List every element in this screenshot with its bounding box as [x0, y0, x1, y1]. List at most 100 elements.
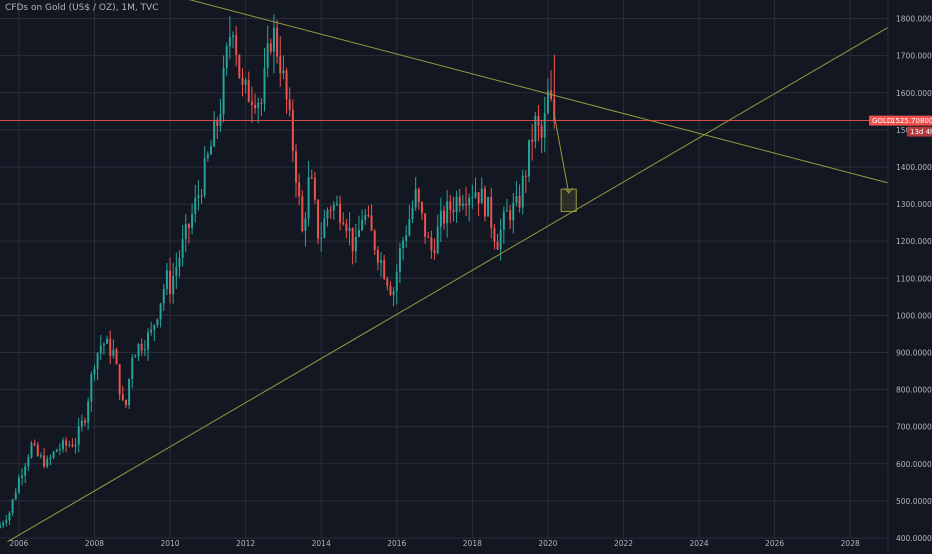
- candle-body: [147, 332, 149, 350]
- y-tick-label: 900.000000: [896, 348, 932, 357]
- candle-body: [102, 343, 105, 346]
- candle-body: [222, 68, 225, 115]
- candle-body: [361, 219, 364, 231]
- candle-body: [392, 291, 395, 295]
- candle-body: [332, 204, 335, 211]
- candle-body: [411, 207, 414, 220]
- y-tick-label: 1100.000000: [896, 274, 932, 283]
- candle-body: [115, 349, 118, 365]
- y-tick-label: 600.000000: [896, 460, 932, 469]
- candle-body: [184, 224, 187, 240]
- x-tick-label: 2022: [614, 539, 633, 548]
- candle-body: [364, 214, 367, 220]
- candle-body: [304, 218, 307, 232]
- candle-body: [96, 353, 99, 369]
- candle-body: [414, 189, 417, 208]
- candle-body: [74, 444, 77, 447]
- trendline-projection-arrow[interactable]: [553, 111, 570, 194]
- candle-body: [320, 237, 323, 239]
- candle-body: [276, 27, 279, 57]
- candle-body: [266, 43, 269, 69]
- candle-body: [408, 219, 411, 236]
- y-tick-label: 1000.000000: [896, 311, 932, 320]
- candle-body: [398, 248, 401, 272]
- candle-body: [99, 345, 102, 354]
- candle-body: [424, 213, 427, 237]
- trendline-descending-resistance[interactable]: [168, 0, 889, 184]
- candle-body: [436, 226, 439, 254]
- y-tick-label: 500.000000: [896, 497, 932, 506]
- x-tick-label: 2028: [841, 539, 860, 548]
- candle-body: [351, 227, 354, 252]
- candle-body: [449, 201, 452, 210]
- candle-body: [216, 120, 219, 126]
- last-price-tag-bg: [869, 115, 932, 126]
- target-box[interactable]: [560, 188, 577, 212]
- candle-body: [33, 443, 36, 445]
- candle-body: [68, 444, 71, 446]
- x-axis[interactable]: 2006 2008 2010 2012 2014 2016 2018 2020 2022 2024…: [9, 539, 860, 548]
- candle-body: [162, 288, 165, 304]
- y-tick-label: 400.000000: [896, 534, 932, 543]
- candle-body: [543, 113, 546, 138]
- trendline-ascending-support[interactable]: [7, 27, 889, 543]
- candle-body: [269, 43, 272, 52]
- candle-body: [247, 79, 250, 102]
- candle-body: [402, 240, 405, 249]
- candle-body: [521, 175, 524, 208]
- candle-body: [140, 343, 143, 351]
- candle-body: [439, 210, 442, 227]
- candle-body: [263, 68, 266, 104]
- candle-body: [480, 188, 483, 204]
- trendlines: [7, 0, 889, 543]
- candle-body: [420, 202, 423, 214]
- x-tick-label: 2026: [765, 539, 784, 548]
- candle-body: [36, 444, 39, 456]
- candle-body: [128, 378, 131, 406]
- candle-body: [345, 224, 348, 232]
- candle-body: [493, 228, 496, 242]
- candle-body: [490, 196, 493, 229]
- candle-body: [386, 278, 389, 286]
- candle-body: [228, 36, 231, 47]
- candle-body: [323, 218, 326, 238]
- candle-body: [465, 203, 468, 206]
- candle-body: [380, 260, 382, 263]
- candle-body: [65, 440, 68, 446]
- candle-body: [443, 210, 445, 224]
- candle-body: [172, 275, 175, 295]
- candle-body: [2, 523, 5, 526]
- x-tick-label: 2020: [538, 539, 557, 548]
- candle-body: [194, 198, 197, 215]
- candle-body: [14, 492, 17, 500]
- candle-body: [461, 203, 464, 206]
- candle-body: [528, 139, 530, 177]
- x-tick-label: 2008: [85, 539, 104, 548]
- candle-body: [446, 201, 449, 224]
- candle-body: [137, 343, 140, 357]
- candle-body: [524, 175, 527, 177]
- candle-body: [124, 399, 127, 406]
- candle-body: [427, 236, 430, 238]
- candle-body: [131, 357, 134, 379]
- candle-body: [21, 475, 24, 478]
- chart-title: CFDs on Gold (US$ / OZ), 1M, TVC: [5, 3, 159, 13]
- candle-body: [143, 349, 146, 351]
- candle-body: [295, 151, 297, 183]
- y-axis[interactable]: 400.000000 500.000000 600.000000 700.000000…: [896, 15, 932, 543]
- y-tick-label: 1800.000000: [896, 15, 932, 24]
- candle-body: [109, 338, 112, 356]
- candle-body: [358, 230, 360, 237]
- candle-body: [433, 250, 436, 254]
- candle-body: [219, 114, 222, 126]
- candle-body: [159, 303, 162, 320]
- y-tick-label: 1600.000000: [896, 89, 932, 98]
- candle-body: [298, 182, 301, 197]
- candle-body: [169, 270, 172, 295]
- candles: [0, 14, 556, 529]
- candle-body: [191, 214, 194, 228]
- candle-body: [512, 202, 515, 221]
